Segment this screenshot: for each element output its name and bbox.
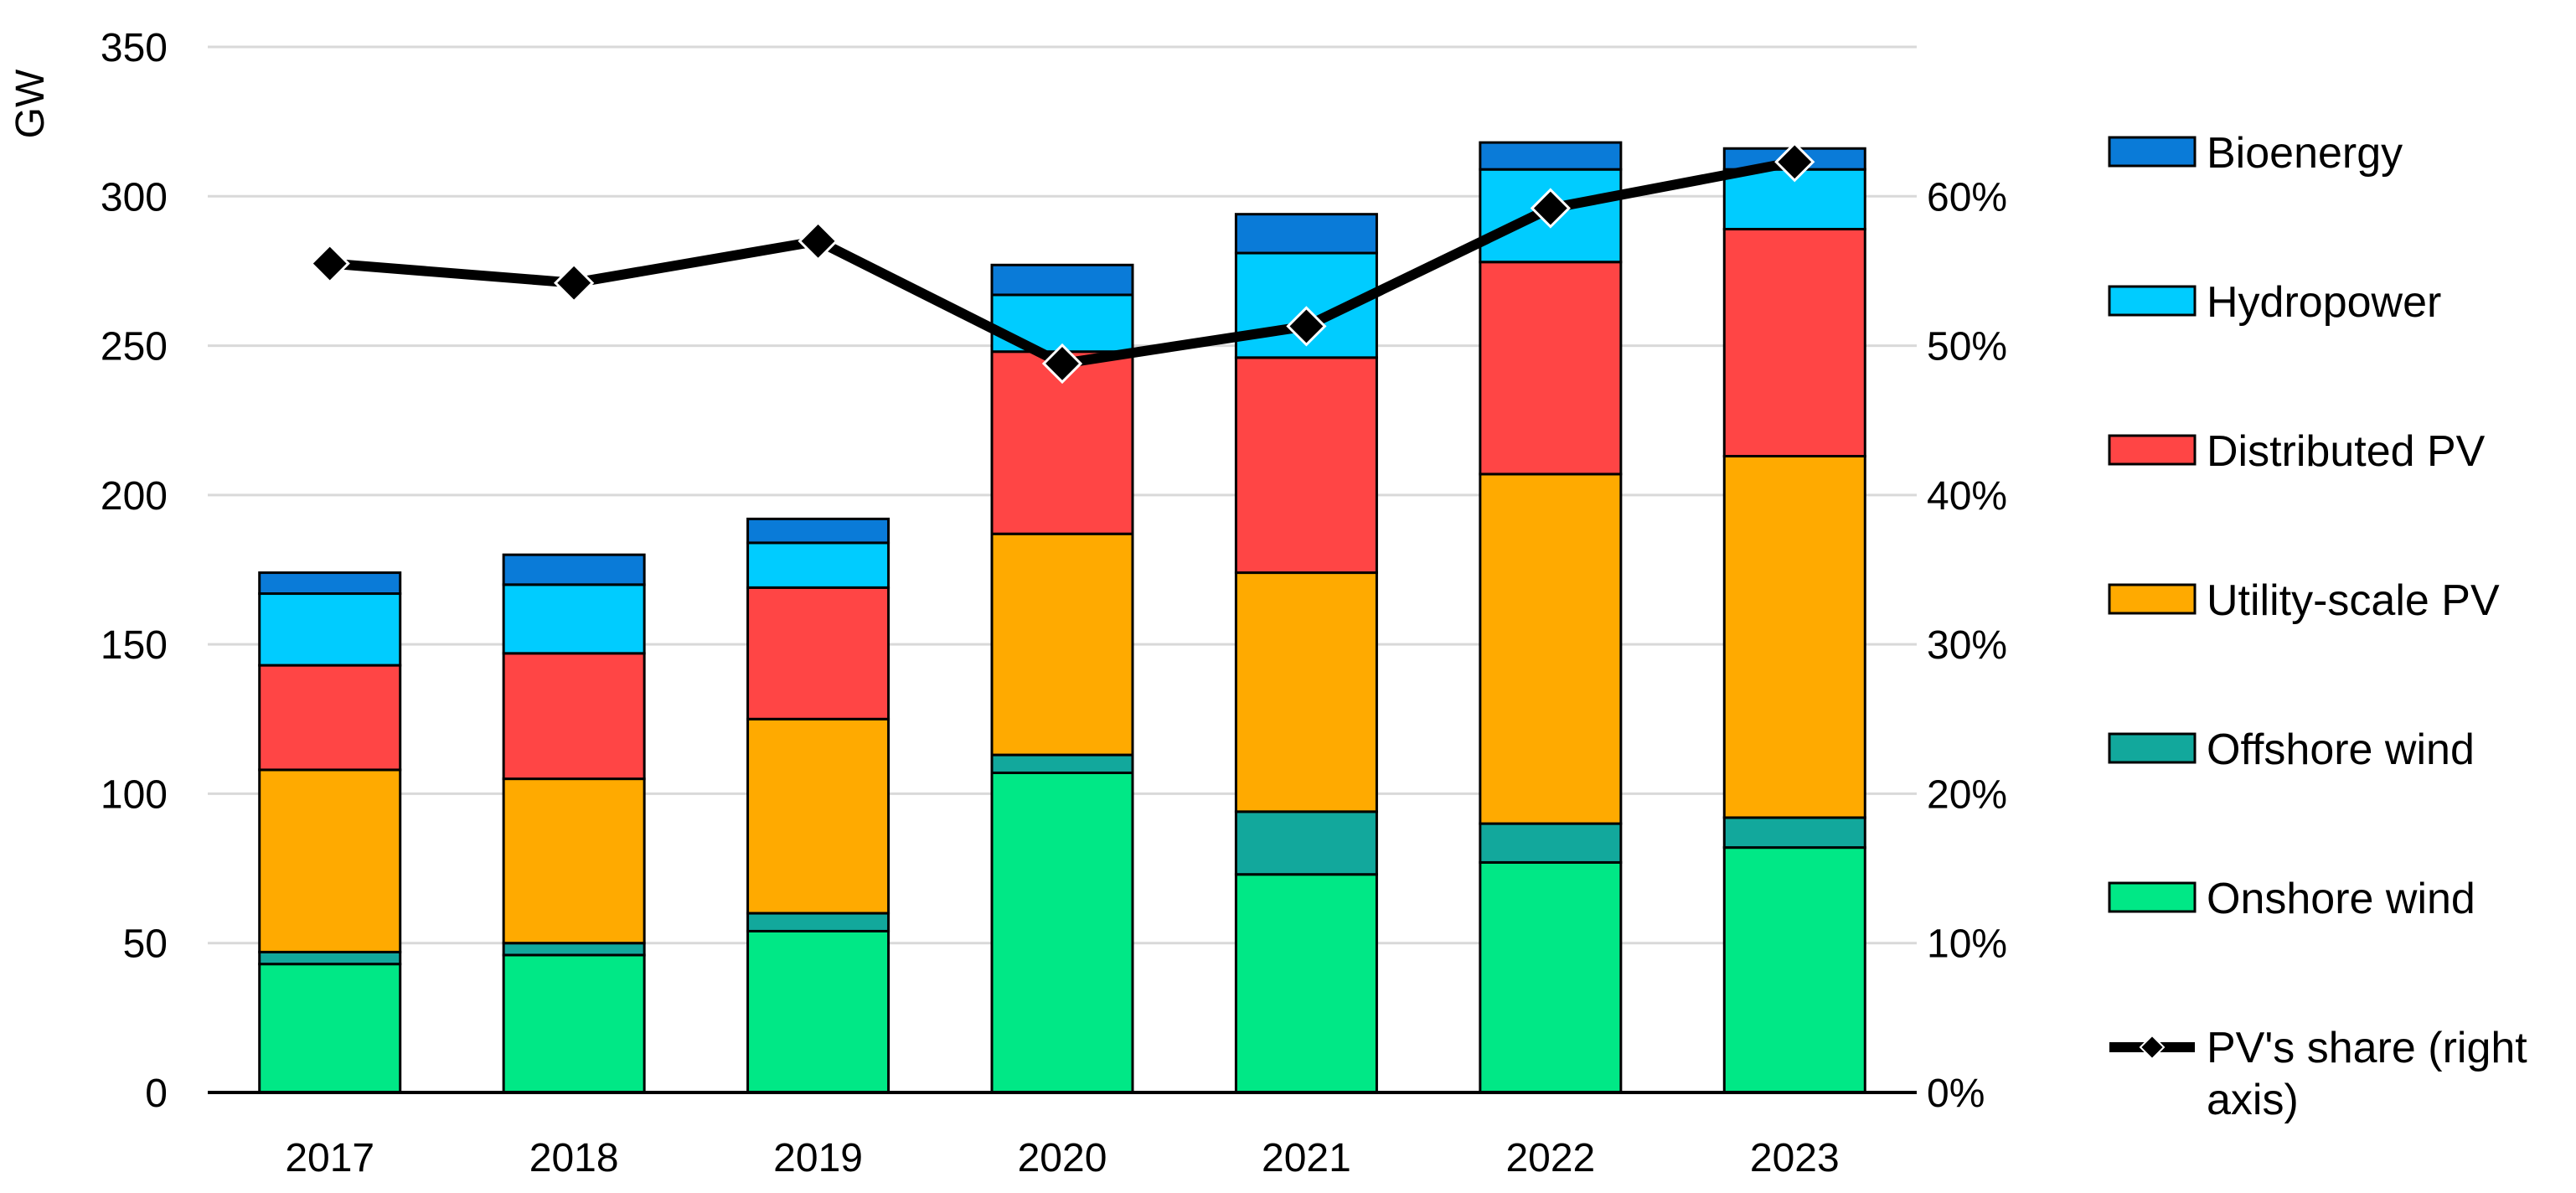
- bar-segment: [1234, 571, 1378, 813]
- legend-swatch: [2108, 881, 2197, 913]
- bar-segment: [258, 571, 402, 596]
- legend-label: Bioenergy: [2207, 129, 2403, 178]
- legend-swatch: [2108, 285, 2197, 317]
- legend-swatch: [2108, 434, 2197, 466]
- bar-segment: [1722, 455, 1866, 819]
- left-axis-ticks: 0 50 100 150 200 250 300 350: [101, 26, 168, 1116]
- bar-segment: [502, 777, 646, 945]
- y-tick-label: 350: [101, 26, 168, 70]
- legend-swatch: [2108, 732, 2197, 764]
- bar-segment: [1722, 816, 1866, 850]
- x-axis-ticks: 2017 2018 2019 2020 2021 2022 2023: [285, 1136, 1839, 1180]
- bar-segment: [1479, 860, 1623, 1094]
- y-axis-label: GW: [8, 69, 53, 138]
- legend-label: Utility-scale PV: [2207, 576, 2500, 625]
- bar-segment: [258, 664, 402, 772]
- bar-stack-2023: [1722, 147, 1866, 1094]
- bar-segment: [1479, 141, 1623, 171]
- bar-segment: [502, 652, 646, 781]
- x-tick-label: 2023: [1750, 1136, 1840, 1180]
- bar-segment: [258, 950, 402, 966]
- bar-segment: [990, 771, 1134, 1094]
- y-tick-label: 250: [101, 325, 168, 369]
- bar-segment: [1479, 261, 1623, 476]
- x-tick-label: 2018: [529, 1136, 619, 1180]
- legend-label: PV's share (right axis): [2207, 1024, 2527, 1124]
- bar-segment: [502, 953, 646, 1094]
- bar-segment: [1722, 846, 1866, 1094]
- y2-tick-label: 10%: [1927, 922, 2007, 967]
- bar-segment: [502, 583, 646, 655]
- bar-segment: [746, 912, 891, 932]
- bar-segment: [990, 753, 1134, 774]
- bar-segment: [746, 586, 891, 720]
- x-tick-label: 2017: [285, 1136, 374, 1180]
- stacked-bars: [258, 141, 1866, 1094]
- y2-tick-label: 60%: [1927, 175, 2007, 219]
- bar-stack-2022: [1479, 141, 1623, 1094]
- y2-tick-label: 30%: [1927, 623, 2007, 668]
- legend-swatch: [2108, 136, 2197, 168]
- pv-share-line-layer: [309, 142, 1815, 385]
- legend-swatch: [2108, 583, 2197, 615]
- bar-segment: [1479, 473, 1623, 825]
- pv-share-marker: [798, 220, 839, 261]
- bar-segment: [258, 592, 402, 667]
- legend-line-marker: [2139, 1034, 2166, 1061]
- x-tick-label: 2022: [1505, 1136, 1595, 1180]
- x-tick-label: 2019: [773, 1136, 863, 1180]
- bar-segment: [1479, 822, 1623, 864]
- bar-segment: [258, 963, 402, 1094]
- pv-share-marker: [1774, 142, 1815, 183]
- x-tick-label: 2020: [1018, 1136, 1107, 1180]
- legend-label: Hydropower: [2207, 278, 2441, 327]
- y-tick-label: 50: [123, 922, 168, 967]
- legend-label: Distributed PV: [2207, 427, 2486, 476]
- x-tick-label: 2021: [1262, 1136, 1351, 1180]
- legend: Bioenergy Hydropower Distributed PV Utility…: [2108, 129, 2527, 1124]
- bar-stack-2021: [1234, 213, 1378, 1094]
- pv-share-marker: [1530, 188, 1571, 229]
- bar-segment: [502, 942, 646, 957]
- y2-tick-label: 50%: [1927, 325, 2007, 369]
- y2-tick-label: 40%: [1927, 474, 2007, 519]
- bar-segment: [746, 541, 891, 589]
- right-axis-ticks: 0% 10% 20% 30% 40% 50% 60%: [1927, 175, 2007, 1116]
- pv-share-marker: [1041, 343, 1083, 385]
- y-tick-label: 300: [101, 175, 168, 219]
- pv-share-marker: [309, 243, 350, 284]
- bar-segment: [746, 717, 891, 915]
- bar-segment: [746, 929, 891, 1094]
- bar-segment: [1234, 356, 1378, 575]
- legend-label: Onshore wind: [2207, 875, 2475, 923]
- bar-segment: [258, 768, 402, 953]
- y-tick-label: 200: [101, 474, 168, 519]
- legend-label: Offshore wind: [2207, 726, 2475, 774]
- y2-tick-label: 0%: [1927, 1072, 1985, 1116]
- bar-stack-2018: [502, 553, 646, 1094]
- y2-tick-label: 20%: [1927, 772, 2007, 817]
- bar-stack-2017: [258, 571, 402, 1094]
- bar-segment: [502, 553, 646, 586]
- bar-segment: [746, 517, 891, 545]
- bar-segment: [1234, 873, 1378, 1094]
- bar-segment: [990, 532, 1134, 757]
- pv-share-marker: [1286, 306, 1327, 347]
- y-tick-label: 150: [101, 623, 168, 668]
- bar-segment: [1234, 810, 1378, 876]
- y-tick-label: 0: [145, 1072, 168, 1116]
- bar-segment: [990, 263, 1134, 297]
- pv-share-marker: [554, 262, 595, 303]
- bar-stack-2019: [746, 517, 891, 1094]
- bar-segment: [1722, 228, 1866, 458]
- bar-segment: [1234, 213, 1378, 255]
- bar-stack-2020: [990, 263, 1134, 1094]
- y-tick-label: 100: [101, 772, 168, 817]
